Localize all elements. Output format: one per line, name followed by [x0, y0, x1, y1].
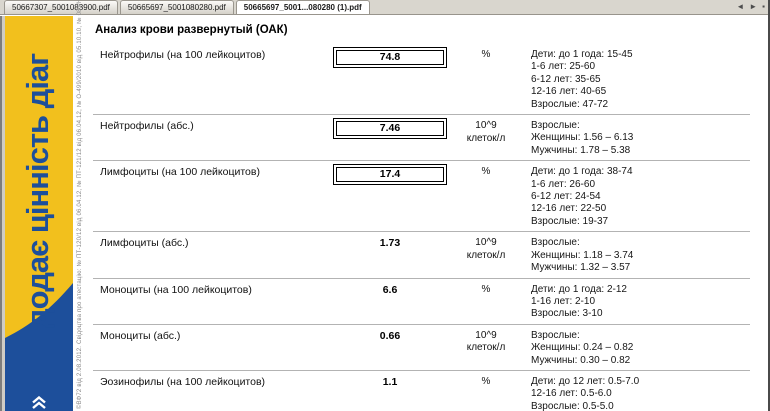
- window-left-border: [0, 16, 5, 411]
- value-cell: 74.8: [329, 47, 451, 68]
- analyte-name: Эозинофилы (на 100 лейкоцитов): [100, 375, 266, 388]
- value-box[interactable]: 74.8: [333, 47, 447, 68]
- unit-cell: %: [481, 283, 491, 295]
- result-value: 17.4: [336, 167, 444, 183]
- tab-navigation: ◄ ► ▪: [736, 2, 768, 14]
- value-plain: 1.1: [382, 375, 398, 388]
- table-row: Нейтрофилы (на 100 лейкоцитов) 74.8 % Де…: [93, 44, 750, 114]
- table-row: Моноциты (на 100 лейкоцитов) 6.6 % Дети:…: [93, 277, 750, 324]
- table-row: Эозинофилы (на 100 лейкоцитов) 1.1 % Дет…: [93, 369, 750, 411]
- analyte-name: Моноциты (абс.): [100, 329, 181, 342]
- value-cell: 6.6: [329, 282, 451, 296]
- reference-cell: Взрослые: Женщины: 1.56 – 6.13 Мужчины: 1.…: [531, 120, 634, 156]
- table-row: Нейтрофилы (абс.) 7.46 10^9 клеток/л Взро…: [93, 114, 750, 160]
- reference-cell: Взрослые: Женщины: 1.18 – 3.74 Мужчины: 1.…: [531, 237, 634, 274]
- chevron-up-icon[interactable]: [31, 396, 47, 409]
- table-row: Моноциты (абс.) 0.66 10^9 клеток/л Взросл…: [93, 323, 750, 370]
- analyte-name: Нейтрофилы (на 100 лейкоцитов): [100, 49, 266, 61]
- reference-cell: Дети: до 1 года: 38-74 1-6 лет: 26-60 6-12…: [531, 166, 633, 227]
- analyte-name: Нейтрофилы (абс.): [100, 120, 194, 133]
- reference-cell: Взрослые: Женщины: 0.24 – 0.82 Мужчины: 0.…: [531, 329, 634, 366]
- result-value: 7.46: [336, 121, 444, 137]
- value-plain: 1.73: [379, 237, 401, 250]
- reference-cell: Дети: до 12 лет: 0.5-7.0 12-16 лет: 0.5-6…: [531, 375, 640, 411]
- unit-cell: %: [481, 375, 491, 387]
- value-plain: 0.66: [379, 329, 401, 342]
- tab-scroll-left-icon[interactable]: ◄: [736, 2, 745, 11]
- unit-cell: %: [481, 49, 491, 60]
- value-cell: 7.46: [329, 118, 451, 140]
- results-table: Нейтрофилы (на 100 лейкоцитов) 74.8 % Де…: [93, 44, 750, 411]
- analyte-name: Моноциты (на 100 лейкоцитов): [100, 283, 252, 296]
- pdf-page: Анализ крови развернутый (ОАК) Нейтрофил…: [90, 16, 768, 411]
- brand-curve-graphic: [5, 283, 73, 411]
- analyte-name: Лимфоциты (абс.): [100, 237, 189, 250]
- value-cell: 17.4: [329, 164, 451, 186]
- value-cell: 1.73: [329, 235, 451, 249]
- certificate-vertical-text: ©ВФ72 від 2.08.2012. Свідоцтва про атест…: [77, 0, 83, 409]
- reference-cell: Дети: до 1 года: 2-12 1-16 лет: 2-10 Взрос…: [531, 283, 627, 320]
- unit-cell: 10^9 клеток/л: [466, 329, 506, 354]
- unit-cell: 10^9 клеток/л: [466, 237, 506, 261]
- value-cell: 1.1: [329, 374, 451, 388]
- tab-scroll-right-icon[interactable]: ►: [749, 2, 758, 11]
- value-plain: 6.6: [382, 283, 398, 296]
- value-box[interactable]: 7.46: [333, 118, 447, 140]
- reference-cell: Дети: до 1 года: 15-45 1-6 лет: 25-60 6-12…: [531, 49, 633, 110]
- result-value: 74.8: [336, 50, 444, 65]
- tab-document-1[interactable]: 50667307_5001083900.pdf: [4, 0, 118, 14]
- document-tab-bar: 50667307_5001083900.pdf 50665697_5001080…: [0, 0, 768, 15]
- value-cell: 0.66: [329, 328, 451, 342]
- brand-slogan: додає цінність діаг: [20, 53, 55, 328]
- unit-cell: 10^9 клеток/л: [466, 120, 506, 144]
- unit-cell: %: [481, 166, 491, 178]
- tab-document-2[interactable]: 50665697_5001080280.pdf: [119, 0, 234, 14]
- report-title: Анализ крови развернутый (ОАК): [95, 24, 288, 36]
- analyte-name: Лимфоциты (на 100 лейкоцитов): [100, 166, 260, 179]
- tab-document-3-active[interactable]: 50665697_5001...080280 (1).pdf: [235, 0, 370, 14]
- brand-sidebar: додає цінність діаг: [5, 16, 73, 411]
- table-row: Лимфоциты (абс.) 1.73 10^9 клеток/л Взрос…: [93, 231, 750, 277]
- tab-list-icon[interactable]: ▪: [762, 2, 765, 11]
- value-box[interactable]: 17.4: [333, 164, 447, 186]
- table-row: Лимфоциты (на 100 лейкоцитов) 17.4 % Дет…: [93, 160, 750, 231]
